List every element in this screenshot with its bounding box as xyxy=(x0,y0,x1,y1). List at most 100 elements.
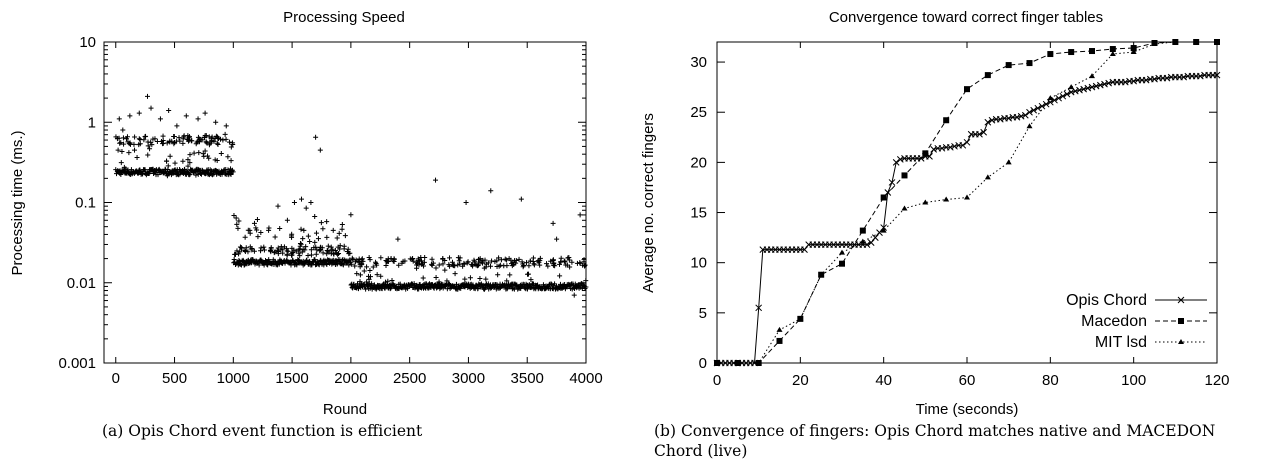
scatter-point xyxy=(388,285,394,291)
scatter-point xyxy=(166,108,172,114)
scatter-point xyxy=(352,263,358,269)
scatter-point xyxy=(305,233,311,239)
scatter-point xyxy=(180,140,186,146)
chart-b-xtick-label: 120 xyxy=(1204,372,1229,389)
scatter-point xyxy=(341,243,347,249)
scatter-point xyxy=(120,135,126,141)
series-point-mit-lsd xyxy=(859,238,866,244)
scatter-point xyxy=(193,172,199,178)
scatter-point xyxy=(567,264,573,270)
scatter-point xyxy=(495,272,501,278)
scatter-point xyxy=(557,273,563,279)
scatter-point xyxy=(266,257,272,263)
scatter-point xyxy=(249,247,255,253)
series-point-opis-chord xyxy=(1080,85,1088,93)
scatter-point xyxy=(208,135,214,141)
scatter-point xyxy=(389,277,395,283)
scatter-point xyxy=(176,135,182,141)
legend-marker-opis-chord xyxy=(1177,296,1185,304)
series-point-opis-chord xyxy=(1088,83,1096,91)
scatter-point xyxy=(187,171,193,177)
series-point-opis-chord xyxy=(888,179,896,186)
chart-b-ytick-label: 15 xyxy=(690,205,707,222)
scatter-point xyxy=(444,278,450,284)
scatter-point xyxy=(460,263,466,269)
scatter-point xyxy=(537,262,543,268)
series-point-opis-chord xyxy=(1213,71,1221,79)
scatter-point xyxy=(335,244,341,250)
chart-a-points xyxy=(113,93,589,298)
scatter-point xyxy=(349,255,355,261)
scatter-point xyxy=(271,250,277,256)
series-point-macedon xyxy=(776,337,783,344)
scatter-point xyxy=(200,151,206,157)
scatter-point xyxy=(254,216,260,222)
scatter-point xyxy=(385,278,391,284)
scatter-point xyxy=(577,260,583,266)
series-point-opis-chord xyxy=(946,143,954,151)
scatter-point xyxy=(150,166,156,172)
scatter-point xyxy=(134,155,140,161)
scatter-point xyxy=(481,265,487,271)
series-point-macedon xyxy=(984,72,991,79)
series-point-opis-chord xyxy=(755,304,763,312)
scatter-point xyxy=(285,248,291,254)
caption-a: (a) Opis Chord event function is efficie… xyxy=(102,422,423,440)
scatter-point xyxy=(118,140,124,146)
series-point-opis-chord xyxy=(801,246,808,254)
scatter-point xyxy=(346,262,352,268)
chart-a-ytick-label: 0.1 xyxy=(75,195,96,212)
scatter-point xyxy=(354,271,360,277)
scatter-point xyxy=(149,142,155,148)
scatter-point xyxy=(507,272,513,278)
series-point-opis-chord xyxy=(1092,82,1100,90)
scatter-point xyxy=(502,256,508,262)
scatter-point xyxy=(367,267,373,273)
scatter-point xyxy=(220,137,226,143)
scatter-point xyxy=(179,168,185,174)
scatter-point xyxy=(204,140,210,146)
scatter-point xyxy=(447,255,453,261)
series-point-mit-lsd xyxy=(734,360,741,365)
chart-b-ticks: 0 20 40 60 80 100 120 0 5 10 15 20 25 30 xyxy=(690,42,1230,389)
scatter-point xyxy=(516,256,522,262)
scatter-point xyxy=(364,279,370,285)
scatter-point xyxy=(531,262,537,268)
series-point-mit-lsd xyxy=(714,360,720,365)
scatter-point xyxy=(488,263,494,269)
series-point-macedon xyxy=(901,172,908,179)
chart-a-xtick-label: 3500 xyxy=(511,370,544,387)
scatter-point xyxy=(330,227,336,233)
scatter-point xyxy=(183,113,189,119)
scatter-point xyxy=(193,141,199,147)
series-point-macedon xyxy=(1109,46,1116,53)
scatter-point xyxy=(433,283,439,289)
series-point-opis-chord xyxy=(938,144,946,152)
scatter-point xyxy=(277,225,283,231)
scatter-point xyxy=(520,264,526,270)
series-point-opis-chord xyxy=(1121,78,1129,86)
chart-a-xtick-label: 3000 xyxy=(452,370,485,387)
series-point-mit-lsd xyxy=(839,249,845,255)
scatter-point xyxy=(261,244,267,250)
scatter-point xyxy=(187,152,193,158)
chart-b-xtick-label: 40 xyxy=(875,372,892,389)
scatter-point xyxy=(251,220,257,226)
scatter-point xyxy=(145,152,151,158)
series-point-opis-chord xyxy=(1196,72,1204,80)
scatter-point xyxy=(275,203,281,209)
series-point-opis-chord xyxy=(976,130,983,138)
scatter-point xyxy=(300,236,306,242)
chart-a-ytick-label: 10 xyxy=(79,34,96,51)
chart-a-xtick-label: 4000 xyxy=(569,370,602,387)
series-point-macedon xyxy=(880,194,887,201)
scatter-point xyxy=(157,116,163,122)
scatter-point xyxy=(315,236,321,242)
scatter-point xyxy=(433,265,439,271)
scatter-point xyxy=(357,279,363,285)
scatter-point xyxy=(583,284,589,290)
scatter-point xyxy=(303,244,309,250)
scatter-point xyxy=(242,234,248,240)
scatter-point xyxy=(231,212,237,218)
